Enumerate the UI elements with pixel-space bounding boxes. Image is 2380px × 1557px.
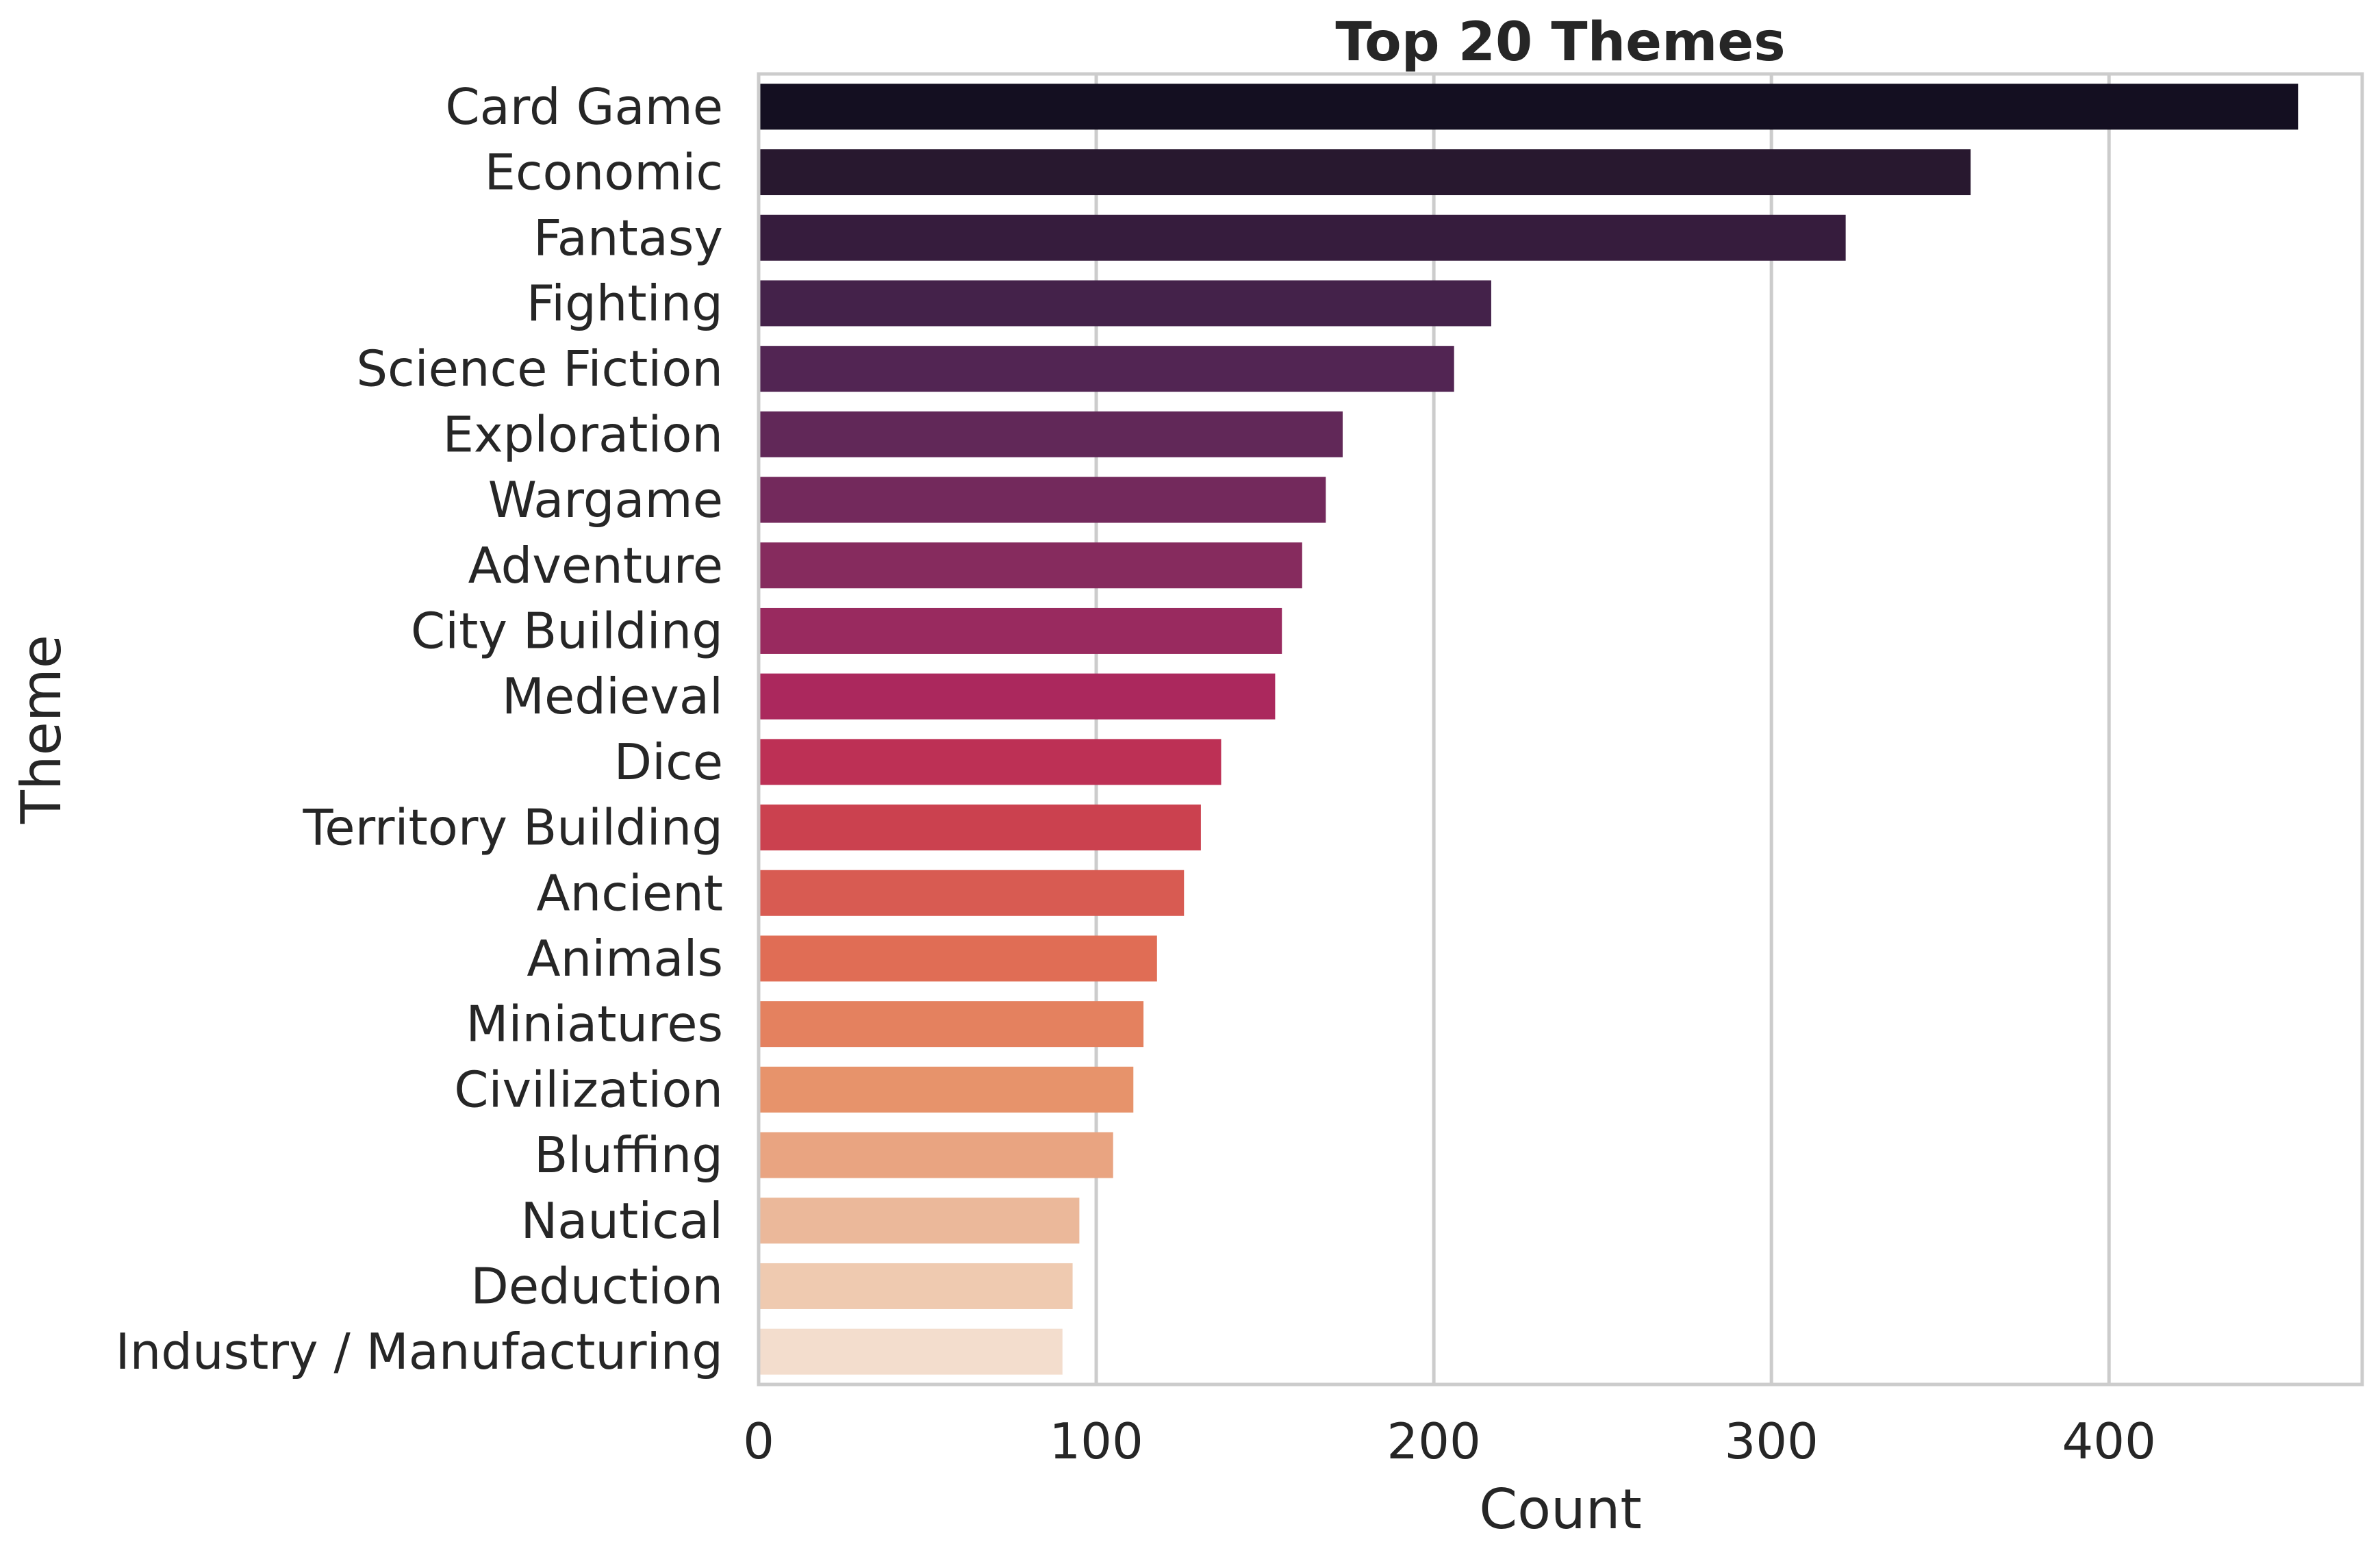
y-tick-label: Ancient: [536, 864, 723, 922]
chart-title: Top 20 Themes: [1335, 12, 1785, 73]
y-tick-label: Miniatures: [466, 996, 723, 1053]
y-tick-label: Adventure: [468, 537, 723, 594]
x-tick-label: 300: [1724, 1413, 1818, 1470]
y-axis-label: Theme: [10, 635, 73, 824]
y-tick-label: Deduction: [470, 1257, 723, 1315]
x-tick-label: 400: [2062, 1413, 2155, 1470]
y-tick-label: Nautical: [520, 1192, 723, 1250]
bars: [759, 84, 2299, 1375]
bar-fighting: [759, 280, 1491, 327]
y-tick-label: Civilization: [454, 1061, 723, 1118]
bar-card-game: [759, 84, 2299, 130]
bar-ancient: [759, 870, 1185, 916]
y-tick-label: Wargame: [488, 471, 723, 529]
plot-frame: [757, 72, 2364, 1387]
x-tick-label: 200: [1387, 1413, 1480, 1470]
x-tick-label: 100: [1049, 1413, 1143, 1470]
y-tick-label: Territory Building: [303, 799, 723, 857]
bar-dice: [759, 739, 1221, 785]
bar-bluffing: [759, 1132, 1113, 1178]
y-tick-label: Economic: [484, 144, 723, 201]
y-tick-label: Medieval: [502, 668, 723, 725]
y-tick-label: Bluffing: [534, 1126, 723, 1184]
bar-civilization: [759, 1066, 1134, 1113]
bar-medieval: [759, 673, 1276, 720]
y-tick-label: Fantasy: [533, 209, 723, 266]
y-tick-label: Science Fiction: [356, 340, 723, 398]
bar-territory-building: [759, 805, 1201, 851]
bar-nautical: [759, 1198, 1080, 1244]
bar-economic: [759, 149, 1971, 196]
y-tick-label: Animals: [527, 930, 723, 987]
y-tick-label: Exploration: [443, 405, 724, 463]
bar-industry-manufacturing: [759, 1328, 1063, 1375]
x-axis-label: Count: [1479, 1478, 1642, 1541]
x-tick-label: 0: [743, 1413, 774, 1470]
bar-city-building: [759, 607, 1282, 654]
bar-miniatures: [759, 1001, 1144, 1048]
y-tick-label: Dice: [614, 733, 723, 791]
y-tick-label: Industry / Manufacturing: [115, 1323, 723, 1380]
bar-deduction: [759, 1263, 1073, 1309]
y-tick-label: Fighting: [527, 275, 723, 332]
y-tick-label: Card Game: [445, 78, 723, 136]
bar-fantasy: [759, 214, 1846, 261]
bar-animals: [759, 935, 1157, 982]
bar-adventure: [759, 542, 1302, 589]
bar-wargame: [759, 477, 1326, 523]
x-tick-labels: 0 100 200 300 400: [743, 1413, 2156, 1470]
bar-exploration: [759, 411, 1343, 457]
y-tick-labels: Card Game Economic Fantasy Fighting Science …: [115, 78, 723, 1380]
bar-science-fiction: [759, 346, 1454, 392]
y-tick-label: City Building: [411, 602, 723, 659]
